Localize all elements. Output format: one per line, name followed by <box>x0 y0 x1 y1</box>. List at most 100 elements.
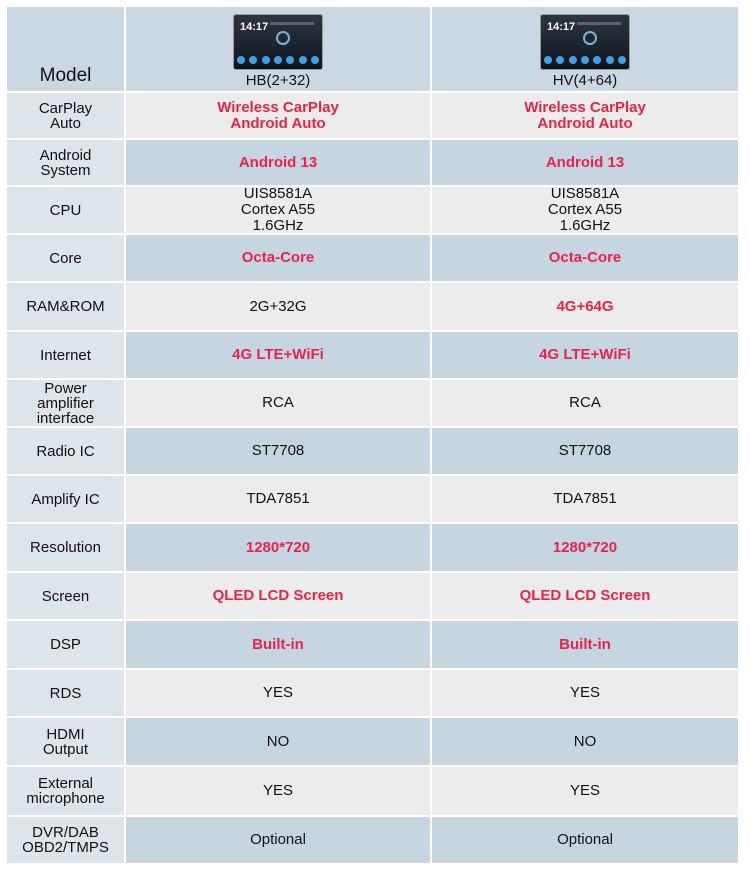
spec-value-line: 4G LTE+WiFi <box>232 346 324 363</box>
spec-value-line: NO <box>266 732 290 750</box>
thumb-clock: 14:17 <box>240 21 269 33</box>
spec-label: RAM&ROM <box>7 283 126 330</box>
spec-value: 4G LTE+WiFi <box>126 332 432 378</box>
spec-row: CarPlay Auto Wireless CarPlay Android Auto W… <box>7 93 744 140</box>
spec-value-line: RCA <box>569 394 601 411</box>
thumb-clock: 14:17 <box>547 21 576 33</box>
spec-label: DVR/DAB OBD2/TMPS <box>7 817 126 863</box>
spec-value: YES <box>432 767 738 815</box>
spec-label: HDMI Output <box>7 718 126 765</box>
spec-value: ST7708 <box>126 428 432 474</box>
fan-icon <box>276 31 290 45</box>
fan-icon <box>583 31 597 45</box>
spec-row: Radio IC ST7708 ST7708 <box>7 428 744 476</box>
spec-value-line: Wireless CarPlay <box>524 98 646 116</box>
spec-label-line: Output <box>42 740 89 758</box>
spec-label: DSP <box>7 621 126 668</box>
spec-comparison-table: Model 14:17 HB(2+32) 14:17 HV(4+64) CarP… <box>7 7 744 865</box>
spec-row: External microphone YES YES <box>7 767 744 817</box>
spec-value-line: UIS8581A <box>243 185 313 202</box>
spec-value: Optional <box>432 817 738 863</box>
spec-label-line: OBD2/TMPS <box>22 839 109 856</box>
spec-value-line: 1.6GHz <box>252 217 304 234</box>
head-unit-thumbnail: 14:17 <box>233 14 323 70</box>
spec-row: DSP Built-in Built-in <box>7 621 744 670</box>
spec-rows: CarPlay Auto Wireless CarPlay Android Auto W… <box>7 93 744 865</box>
spec-value-line: Wireless CarPlay <box>217 98 339 116</box>
spec-row: Android System Android 13 Android 13 <box>7 140 744 187</box>
spec-value-line: Cortex A55 <box>547 201 623 218</box>
spec-value-line: YES <box>569 684 600 701</box>
spec-value-line: QLED LCD Screen <box>212 587 344 604</box>
spec-value: QLED LCD Screen <box>432 573 738 619</box>
spec-label-line: Radio IC <box>36 442 95 460</box>
spec-value: UIS8581A Cortex A55 1.6GHz <box>126 185 432 234</box>
spec-label-line: amplifier <box>37 394 94 412</box>
spec-value-line: Built-in <box>559 635 611 653</box>
spec-row: Power amplifier interface RCA RCA <box>7 380 744 428</box>
spec-label: Android System <box>7 140 126 185</box>
spec-value-line: 2G+32G <box>249 297 307 315</box>
spec-value: RCA <box>126 380 432 426</box>
spec-label-line: DVR/DAB <box>32 824 99 841</box>
spec-label-line: interface <box>36 409 95 427</box>
spec-value-line: Cortex A55 <box>240 201 316 218</box>
spec-value: YES <box>126 670 432 716</box>
spec-value-line: Optional <box>250 831 306 848</box>
spec-value-line: TDA7851 <box>246 490 310 507</box>
spec-value: TDA7851 <box>432 476 738 522</box>
spec-label-line: HDMI <box>46 725 85 743</box>
spec-value: RCA <box>432 380 738 426</box>
thumb-status-bar <box>270 22 314 25</box>
spec-value: TDA7851 <box>126 476 432 522</box>
thumb-status-bar <box>577 22 621 25</box>
spec-label-line: Amplify IC <box>31 490 100 508</box>
spec-value: YES <box>432 670 738 716</box>
spec-row: Resolution 1280*720 1280*720 <box>7 524 744 573</box>
spec-label-line: Screen <box>41 587 90 605</box>
spec-value: 1280*720 <box>126 524 432 571</box>
spec-label-line: Internet <box>40 346 91 364</box>
spec-label-line: External <box>37 775 93 792</box>
spec-row: RDS YES YES <box>7 670 744 718</box>
spec-value-line: 1280*720 <box>245 538 311 556</box>
spec-label-line: Resolution <box>30 539 101 556</box>
spec-label: CPU <box>7 187 126 233</box>
spec-value-line: Built-in <box>252 635 304 653</box>
spec-row: RAM&ROM 2G+32G 4G+64G <box>7 283 744 332</box>
model-name: HV(4+64) <box>552 72 618 89</box>
spec-label-line: RAM&ROM <box>26 298 105 315</box>
spec-label-line: microphone <box>26 790 105 807</box>
spec-value-line: Android 13 <box>545 153 625 171</box>
spec-label: Resolution <box>7 524 126 571</box>
spec-label-line: Power <box>44 379 87 397</box>
spec-label-line: CarPlay <box>38 99 93 117</box>
spec-value: 4G LTE+WiFi <box>432 332 738 378</box>
spec-row: Amplify IC TDA7851 TDA7851 <box>7 476 744 524</box>
spec-value-line: Octa-Core <box>241 249 315 266</box>
spec-value-line: YES <box>262 684 293 701</box>
spec-value: NO <box>432 718 738 765</box>
app-icons-row <box>237 56 319 64</box>
spec-value: QLED LCD Screen <box>126 573 432 619</box>
model-name: HB(2+32) <box>245 72 311 89</box>
spec-value-line: 1280*720 <box>552 538 618 556</box>
spec-label: Amplify IC <box>7 476 126 522</box>
spec-value: UIS8581A Cortex A55 1.6GHz <box>432 185 738 234</box>
spec-value: Octa-Core <box>126 235 432 281</box>
spec-label-line: Core <box>49 249 82 267</box>
spec-value-line: 4G+64G <box>556 297 614 315</box>
spec-value-line: UIS8581A <box>550 185 620 202</box>
spec-label: Core <box>7 235 126 281</box>
spec-value-line: 1.6GHz <box>559 217 611 234</box>
spec-value-line: Android Auto <box>230 114 326 132</box>
spec-label-line: System <box>40 161 91 179</box>
spec-row: Screen QLED LCD Screen QLED LCD Screen <box>7 573 744 621</box>
spec-value-line: Android Auto <box>537 114 633 132</box>
spec-row: DVR/DAB OBD2/TMPS Optional Optional <box>7 817 744 865</box>
spec-value-line: ST7708 <box>558 442 612 459</box>
spec-label-line: RDS <box>49 684 82 702</box>
spec-label: RDS <box>7 670 126 716</box>
spec-value-line: ST7708 <box>251 442 305 459</box>
spec-label: Power amplifier interface <box>7 380 126 426</box>
